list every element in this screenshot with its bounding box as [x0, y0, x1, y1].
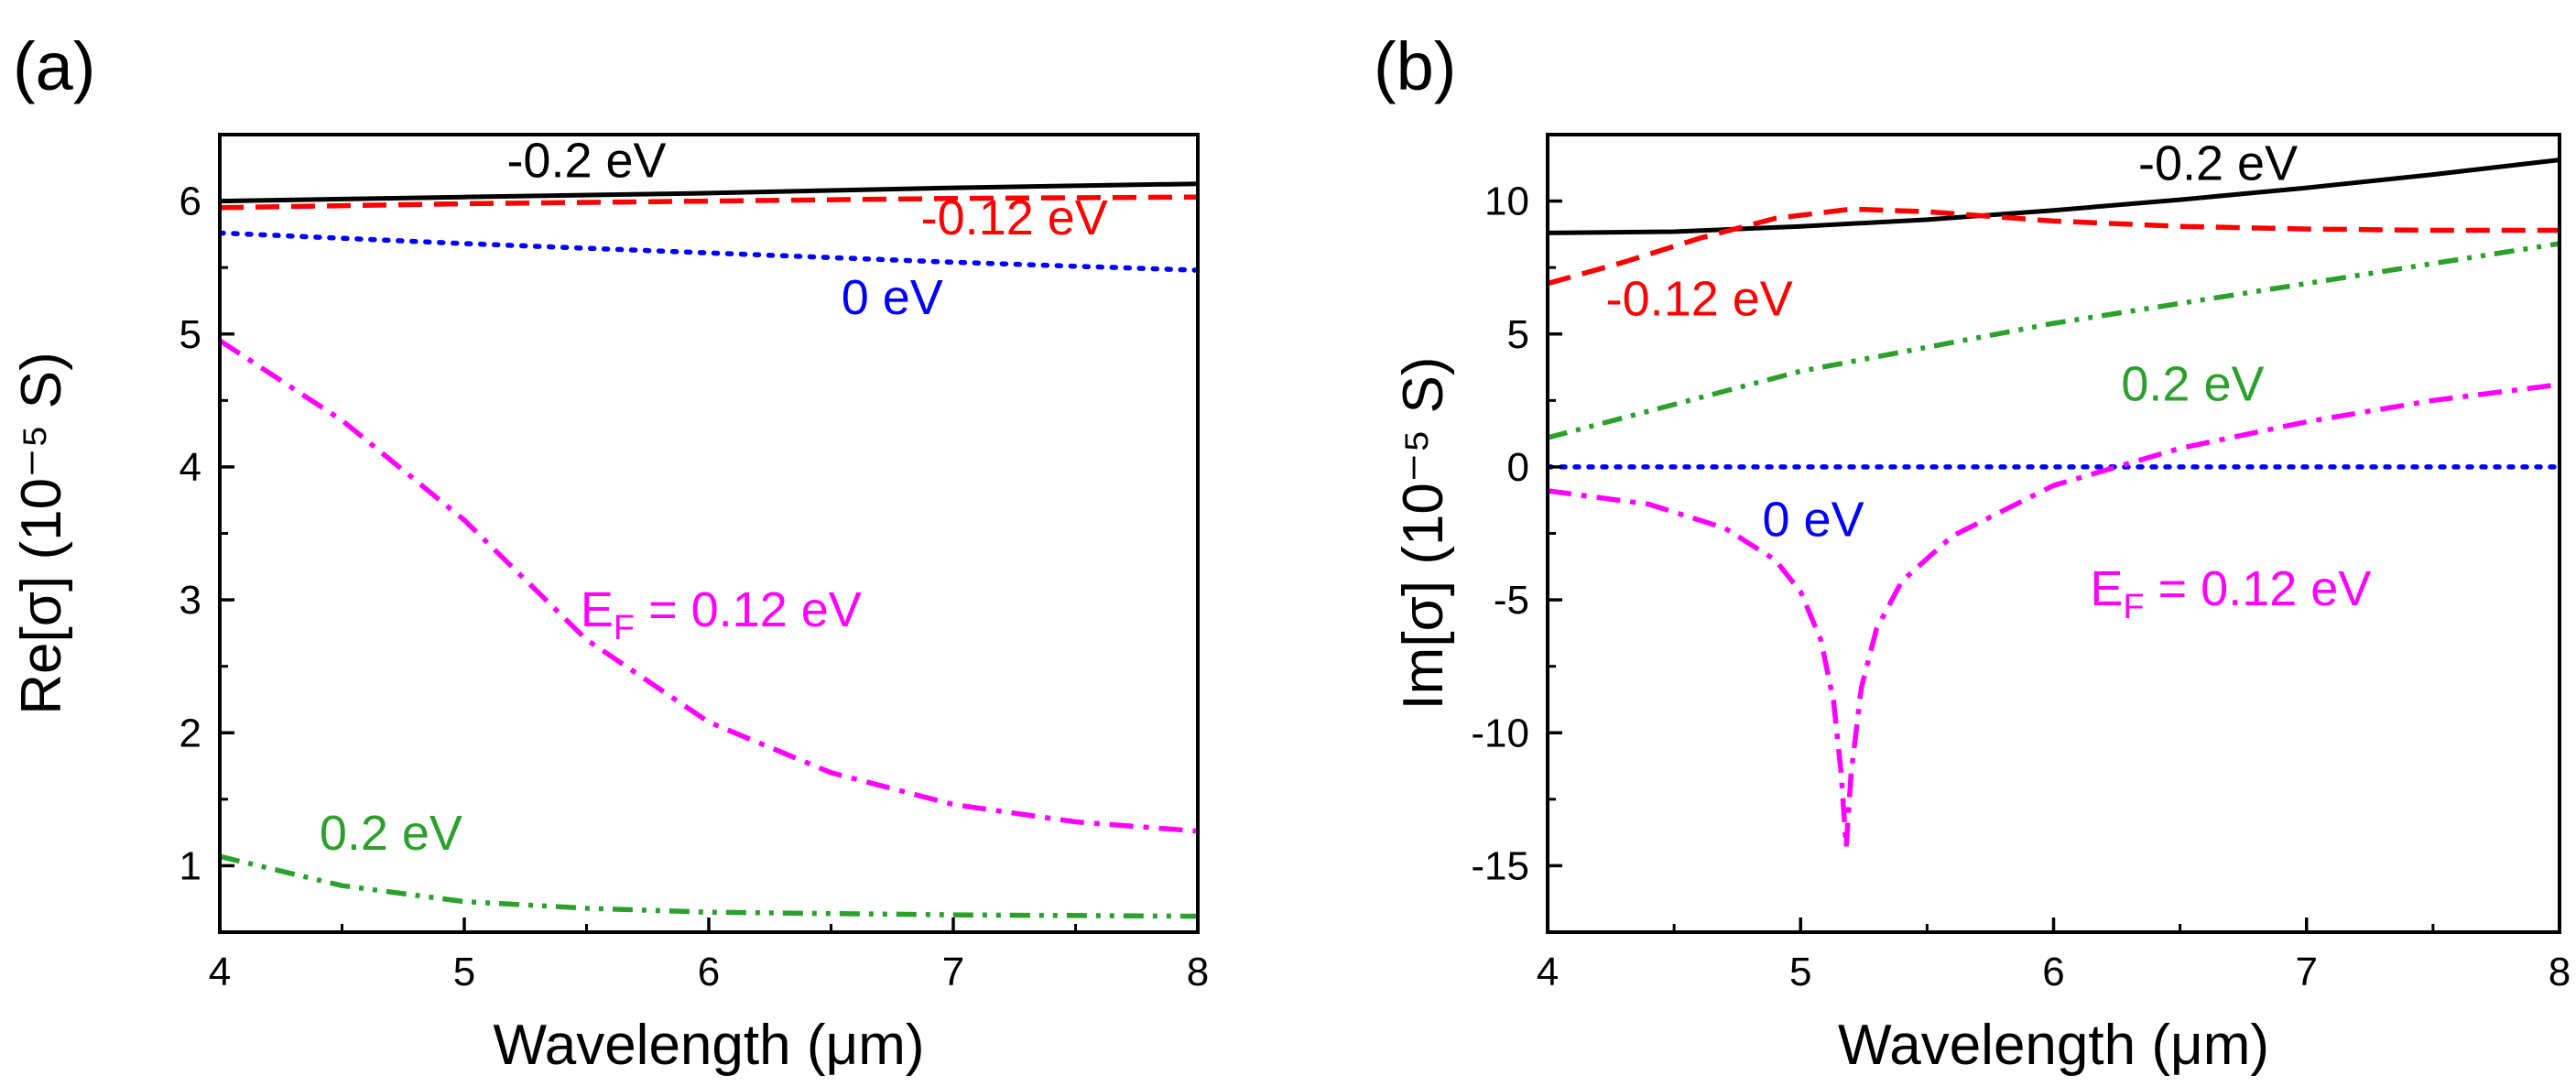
series-annotation: 0.2 eV: [320, 806, 462, 861]
x-axis-title: Wavelength (μm): [1838, 1014, 2269, 1077]
annotation-text-rest: = 0.12 eV: [2145, 561, 2372, 616]
annotation-text: 0 eV: [1763, 492, 1864, 547]
panel-label: (a): [13, 28, 95, 104]
series-annotation: -0.2 eV: [506, 133, 666, 188]
y-tick-label: 6: [179, 179, 201, 224]
y-tick-label: 10: [1484, 179, 1529, 224]
series-line-4: [220, 853, 1198, 919]
plot-frame: [1546, 133, 2561, 934]
annotation-text: 0.2 eV: [320, 806, 462, 861]
y-axis-title: Re[σ] (10⁻⁵ S): [10, 352, 73, 714]
x-tick-label: 4: [1537, 950, 1559, 994]
x-tick-label: 6: [698, 950, 720, 994]
annotation-text: -0.2 eV: [2138, 136, 2298, 190]
x-tick-label: 7: [942, 950, 964, 994]
y-tick-label: 0: [1507, 445, 1529, 490]
series-line-1: [220, 194, 1198, 211]
series-annotation: EF = 0.12 eV: [2090, 561, 2371, 626]
annotation-subscript: F: [614, 609, 635, 647]
series-annotation: EF = 0.12 eV: [581, 582, 862, 647]
series-line-3: [1548, 382, 2560, 850]
x-tick-label: 7: [2296, 950, 2318, 994]
x-tick-label: 6: [2042, 950, 2064, 994]
panel-label: (b): [1374, 28, 1456, 104]
y-tick-label: 5: [1507, 312, 1529, 357]
series-annotation: -0.12 eV: [1606, 271, 1793, 326]
series-annotation: 0 eV: [842, 270, 943, 325]
x-tick-label: 4: [209, 950, 231, 994]
x-axis-title: Wavelength (μm): [494, 1014, 925, 1077]
annotation-text: 0 eV: [842, 270, 943, 325]
series-line-2: [220, 230, 1198, 273]
annotation-text: -0.12 eV: [921, 190, 1108, 245]
x-tick-label: 5: [453, 950, 475, 994]
y-tick-label: 2: [179, 711, 201, 755]
series-line-4: [1548, 241, 2560, 440]
annotation-text-rest: = 0.12 eV: [635, 582, 862, 637]
y-axis-title: Im[σ] (10⁻⁵ S): [1392, 356, 1455, 710]
x-tick-label: 8: [2549, 950, 2571, 994]
y-tick-label: -10: [1471, 711, 1529, 755]
y-tick-label: -15: [1471, 843, 1529, 888]
annotation-text: -0.12 eV: [1606, 271, 1793, 326]
annotation-text: E: [2090, 561, 2123, 616]
series-annotation: -0.2 eV: [2138, 136, 2298, 190]
series-line-3: [220, 338, 1198, 834]
y-tick-label: 3: [179, 578, 201, 623]
series-annotation: -0.12 eV: [921, 190, 1108, 245]
annotation-text: 0.2 eV: [2121, 356, 2264, 411]
y-tick-label: 1: [179, 843, 201, 888]
x-tick-label: 8: [1187, 950, 1209, 994]
series-annotation: 0 eV: [1763, 492, 1864, 547]
annotation-subscript: F: [2123, 588, 2144, 626]
y-tick-label: 5: [179, 312, 201, 357]
chart-panel-a: 4 5 6 7 8 1 2 3 4 5 6 Wavelength (μm) Re[σ] (10⁻⁵ S)…: [10, 28, 1209, 1077]
chart-panel-b: 4 5 6 7 8 -15 -10 -5 0 5 10 Wavelength (μm) Im[σ] (1…: [1374, 28, 2571, 1077]
y-tick-label: 4: [179, 445, 201, 490]
series-annotation: 0.2 eV: [2121, 356, 2264, 411]
series-line-0: [220, 181, 1198, 204]
annotation-text: E: [581, 582, 614, 637]
y-tick-label: -5: [1494, 578, 1529, 623]
x-tick-label: 5: [1789, 950, 1811, 994]
series-line-0: [1548, 157, 2560, 235]
annotation-text: -0.2 eV: [506, 133, 666, 188]
